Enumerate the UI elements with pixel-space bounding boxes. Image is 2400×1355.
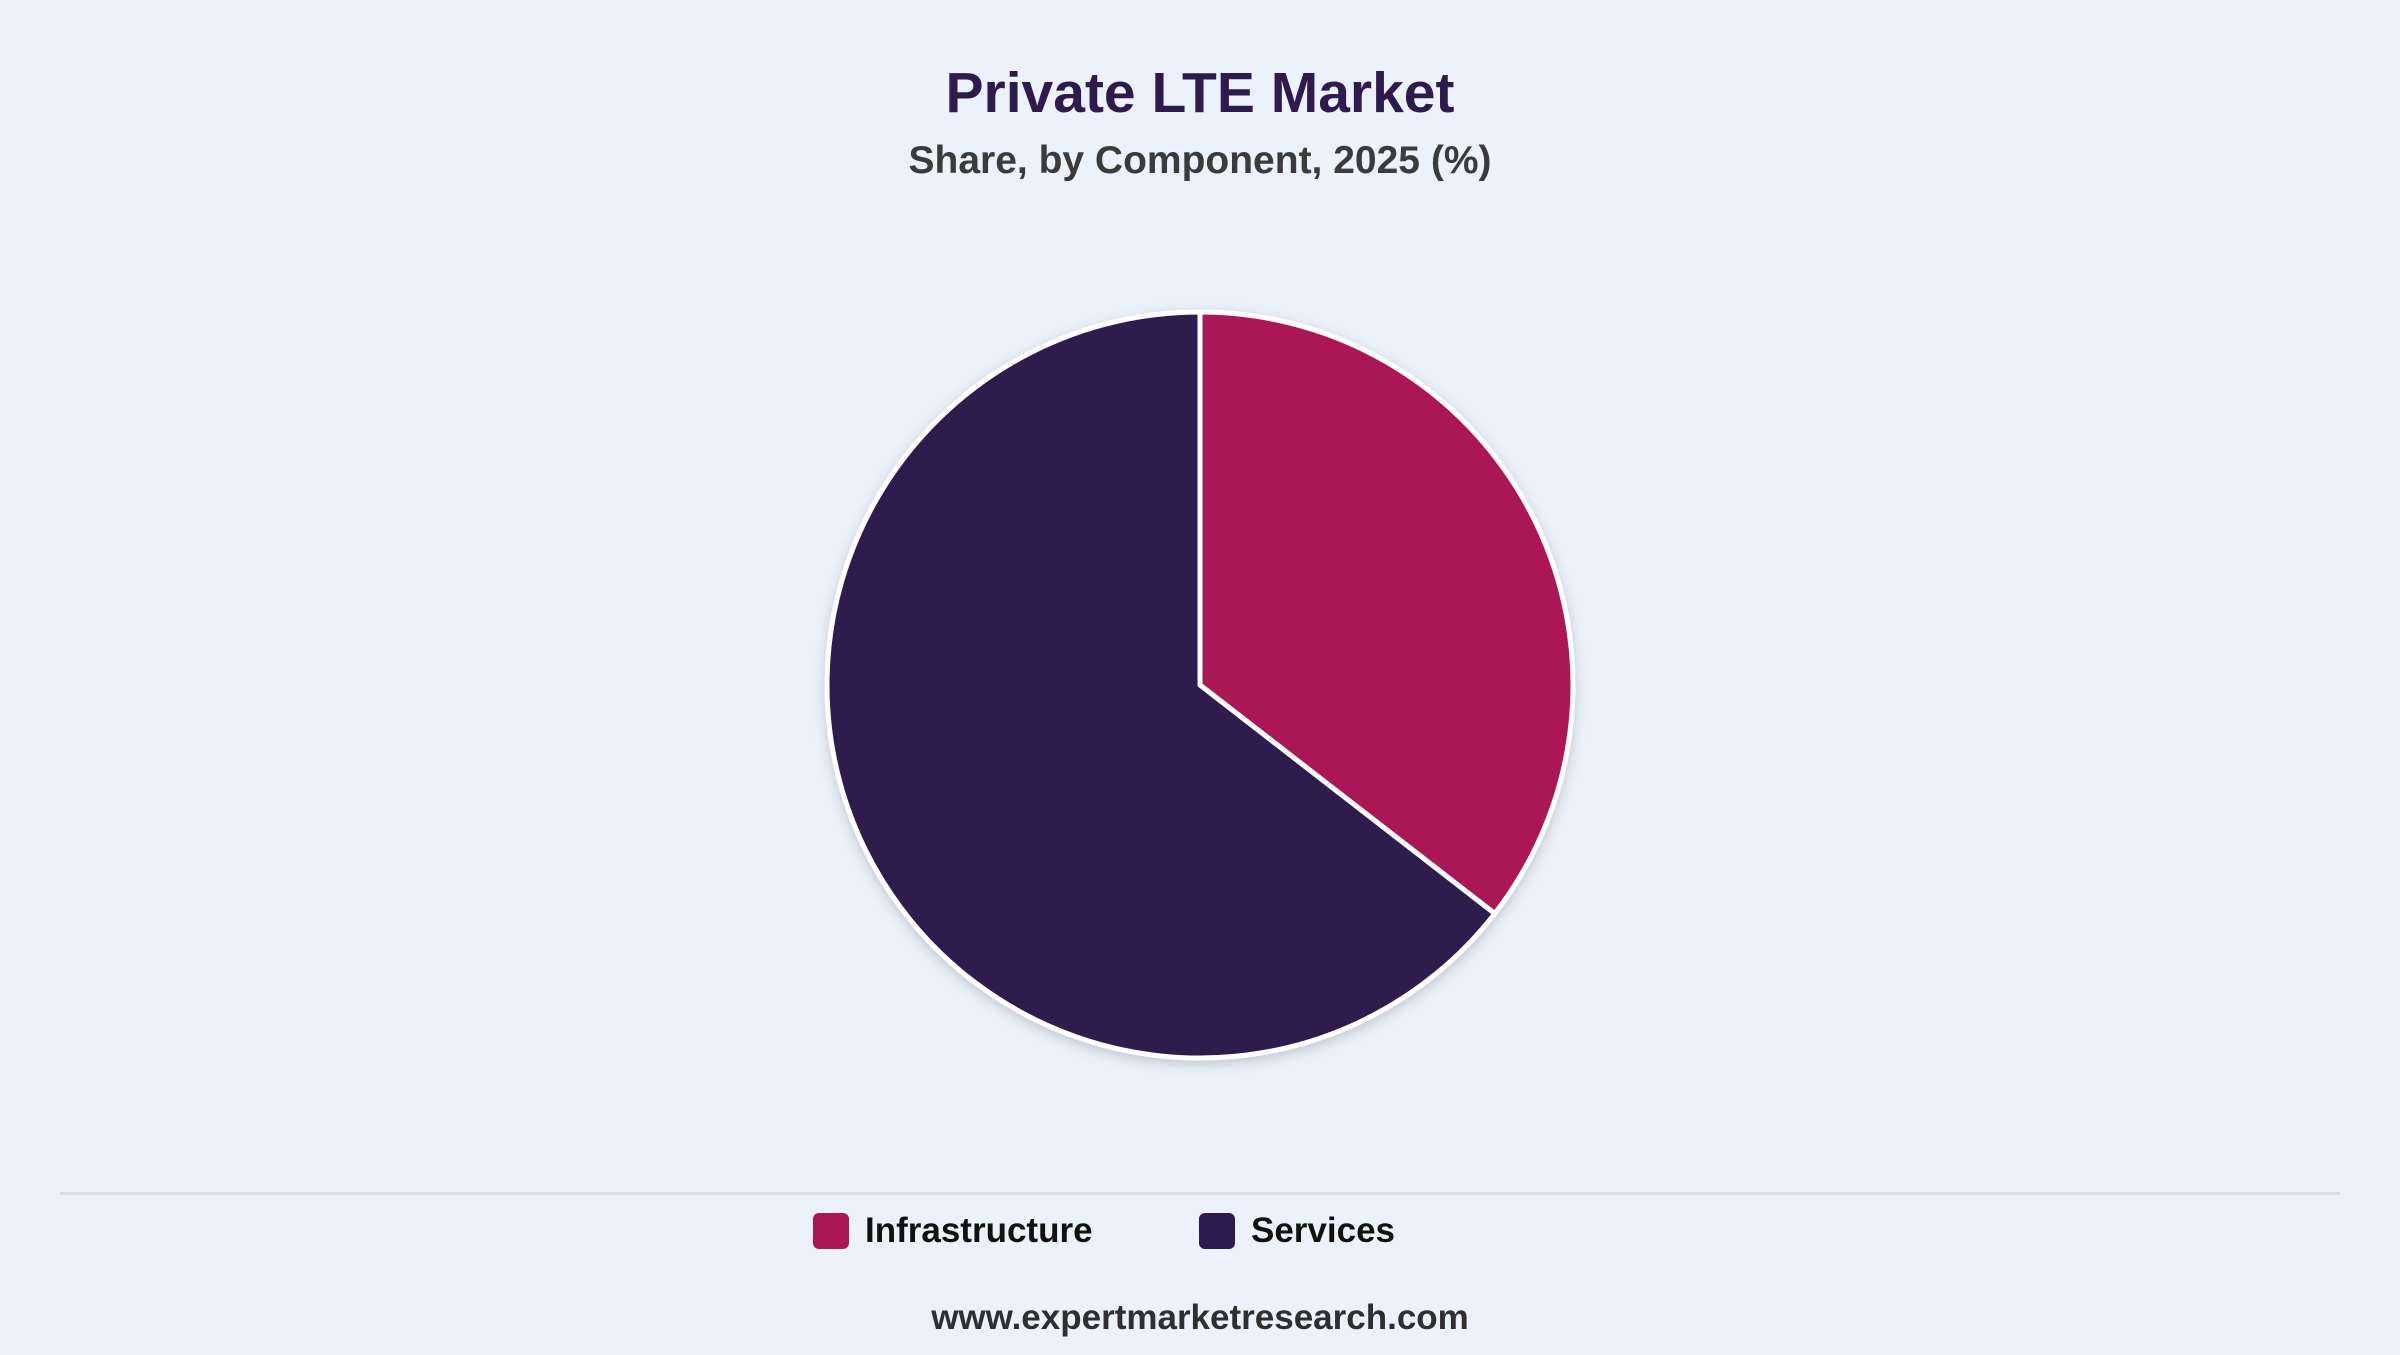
legend-swatch-infrastructure xyxy=(813,1213,849,1249)
pie-slice-services[interactable] xyxy=(824,309,1498,1061)
pie-slice-infrastructure[interactable] xyxy=(1197,309,1576,917)
legend-label-services: Services xyxy=(1251,1211,1396,1250)
legend-item-infrastructure[interactable]: Infrastructure xyxy=(813,1208,1093,1254)
legend: Infrastructure Services xyxy=(0,1208,2400,1254)
legend-swatch-services xyxy=(1199,1213,1235,1249)
legend-item-services[interactable]: Services xyxy=(1199,1208,1395,1254)
legend-label-infrastructure: Infrastructure xyxy=(865,1211,1093,1250)
chart-subtitle: Share, by Component, 2025 (%) xyxy=(908,139,1492,182)
legend-divider xyxy=(60,1192,2340,1195)
source-url: www.expertmarketresearch.com xyxy=(931,1298,1469,1337)
chart-title: Private LTE Market xyxy=(945,61,1455,125)
